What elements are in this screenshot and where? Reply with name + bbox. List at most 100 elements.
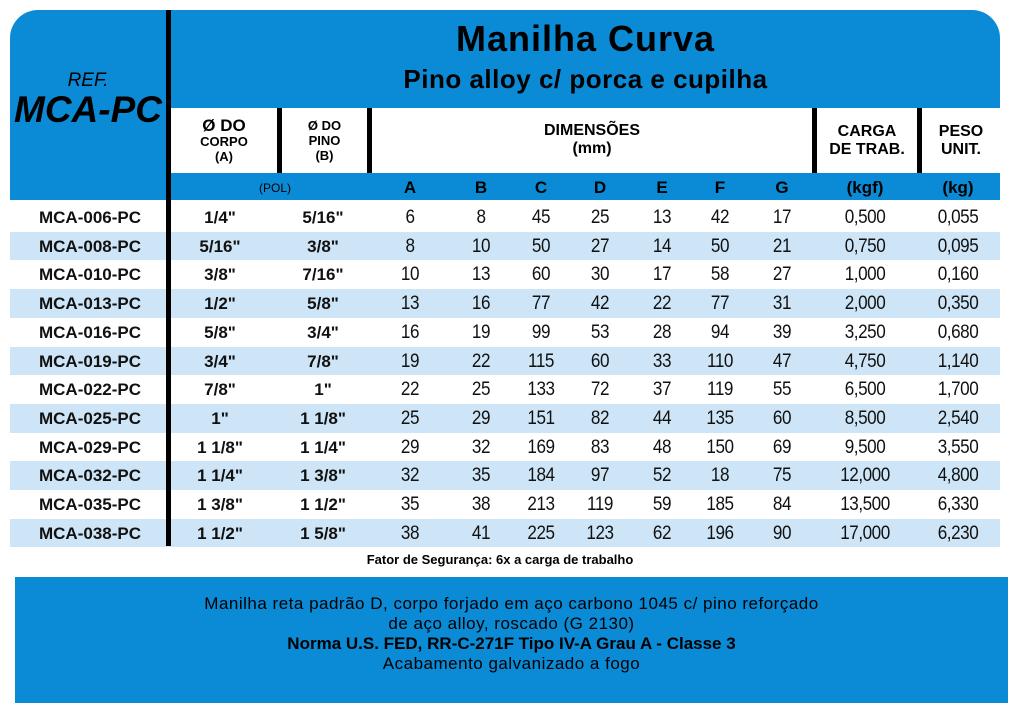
ref-code-cell: MCA-029-PC: [38, 437, 142, 457]
table-row: MCA-032-PC 1 1/4" 1 3/8" 32 35 184 97 52 18 75 12,…: [10, 461, 1000, 490]
table-cell: 1 1/8": [197, 437, 243, 457]
table-cell: 83: [590, 436, 610, 458]
table-cell: 184: [527, 465, 555, 487]
table-cell: 60: [531, 264, 551, 286]
table-cell: 48: [652, 436, 672, 458]
divider: [917, 108, 922, 173]
table-cell: 5/16": [302, 208, 344, 227]
table-cell: 22: [652, 293, 672, 315]
table-cell: 69: [772, 436, 792, 458]
table-cell: 8: [405, 235, 415, 257]
header-corpo: Ø DO CORPO (A): [200, 115, 248, 164]
header-dimensoes: DIMENSÕES (mm): [543, 122, 640, 157]
ref-code-cell: MCA-025-PC: [38, 408, 142, 428]
table-cell: 90: [772, 522, 792, 544]
table-cell: 59: [652, 494, 672, 515]
table-cell: 99: [531, 321, 551, 343]
header-pino: Ø DO PINO (B): [307, 118, 342, 163]
ref-code-cell: MCA-010-PC: [38, 265, 142, 285]
table-cell: 13,500: [840, 494, 890, 515]
table-cell: 25: [590, 207, 610, 228]
table-cell: 4,750: [844, 350, 886, 372]
table-cell: 21: [772, 235, 792, 257]
table-row: MCA-022-PC 7/8" 1" 22 25 133 72 37 119 55 6,500 1,7…: [10, 375, 1000, 404]
table-cell: 41: [471, 522, 491, 544]
unit-f: F: [714, 178, 726, 197]
units-row: (POL) A B C D E F G (kgf) (kg): [171, 173, 1000, 200]
table-cell: 8: [476, 207, 486, 228]
table-cell: 30: [590, 264, 610, 286]
divider: [812, 108, 817, 173]
table-cell: 14: [652, 235, 672, 257]
table-cell: 94: [710, 321, 730, 343]
table-cell: 10: [400, 264, 420, 286]
table-cell: 0,160: [937, 264, 979, 286]
table-cell: 47: [772, 350, 792, 372]
table-cell: 32: [471, 436, 491, 458]
ref-code-cell: MCA-006-PC: [38, 208, 142, 227]
table-cell: 110: [707, 350, 733, 372]
table-cell: 19: [400, 350, 420, 372]
table-cell: 3/4": [204, 351, 236, 371]
table-cell: 77: [710, 293, 730, 315]
table-cell: 196: [706, 522, 734, 544]
table-cell: 3/4": [307, 322, 339, 342]
table-cell: 2,540: [937, 407, 979, 429]
table-cell: 35: [400, 494, 420, 515]
table-cell: 0,680: [937, 321, 979, 343]
ref-code-cell: MCA-022-PC: [38, 380, 142, 400]
description-line: de aço alloy, roscado (G 2130): [388, 614, 635, 633]
table-cell: 213: [527, 494, 555, 515]
table-cell: 16: [471, 293, 491, 315]
ref-label: REF.: [67, 70, 109, 91]
table-cell: 42: [590, 293, 610, 315]
table-cell: 0,750: [844, 235, 886, 257]
table-cell: 77: [531, 293, 551, 315]
table-row: MCA-008-PC 5/16" 3/8" 8 10 50 27 14 50 21 0,750 0,0…: [10, 231, 1000, 261]
table-cell: 1 1/2": [197, 523, 243, 543]
column-headers: Ø DO CORPO (A) Ø DO PINO (B) DIMENSÕES (mm) C…: [171, 108, 1000, 173]
unit-e: E: [656, 178, 668, 197]
table-cell: 2,000: [844, 293, 886, 315]
table-cell: 75: [772, 465, 792, 487]
table-cell: 58: [710, 264, 730, 286]
table-cell: 5/8": [204, 322, 236, 342]
table-cell: 5/16": [199, 236, 241, 256]
table-cell: 150: [706, 436, 734, 458]
table-cell: 1 1/4": [300, 437, 346, 457]
table-cell: 28: [652, 321, 672, 343]
table-cell: 62: [652, 522, 672, 544]
unit-kg: (kg): [942, 178, 974, 197]
table-cell: 12,000: [840, 465, 890, 487]
table-cell: 22: [471, 350, 491, 372]
description-line: Acabamento galvanizado a fogo: [382, 654, 641, 673]
table-cell: 225: [527, 522, 555, 544]
table-cell: 27: [772, 264, 792, 286]
description-line: Manilha reta padrão D, corpo forjado em …: [204, 594, 819, 613]
table-cell: 7/8": [307, 351, 339, 371]
table-cell: 42: [710, 207, 730, 228]
table-cell: 13: [471, 264, 491, 286]
table-cell: 169: [527, 436, 555, 458]
safety-note: Fator de Segurança: 6x a carga de trabal…: [366, 552, 634, 567]
table-cell: 6: [405, 207, 415, 228]
table-cell: 32: [400, 465, 420, 487]
table-cell: 19: [471, 321, 491, 343]
table-cell: 31: [772, 293, 792, 315]
table-cell: 50: [710, 235, 730, 257]
page-subtitle: Pino alloy c/ porca e cupilha: [403, 64, 768, 94]
table-cell: 1": [211, 408, 229, 428]
description-standard: Norma U.S. FED, RR-C-271F Tipo IV-A Grau…: [287, 634, 736, 653]
table-cell: 1 1/2": [300, 495, 346, 514]
unit-d: D: [593, 178, 607, 197]
table-row: MCA-013-PC 1/2" 5/8" 13 16 77 42 22 77 31 2,000 0,3…: [10, 289, 1000, 318]
table-cell: 17: [652, 264, 672, 286]
table-cell: 97: [590, 465, 610, 487]
unit-b: B: [474, 178, 488, 197]
table-cell: 1": [314, 380, 332, 400]
unit-pol: (POL): [258, 181, 292, 195]
table-cell: 1 5/8": [300, 523, 346, 543]
table-cell: 25: [400, 407, 420, 429]
unit-g: G: [775, 178, 789, 197]
table-cell: 0,500: [844, 207, 886, 228]
